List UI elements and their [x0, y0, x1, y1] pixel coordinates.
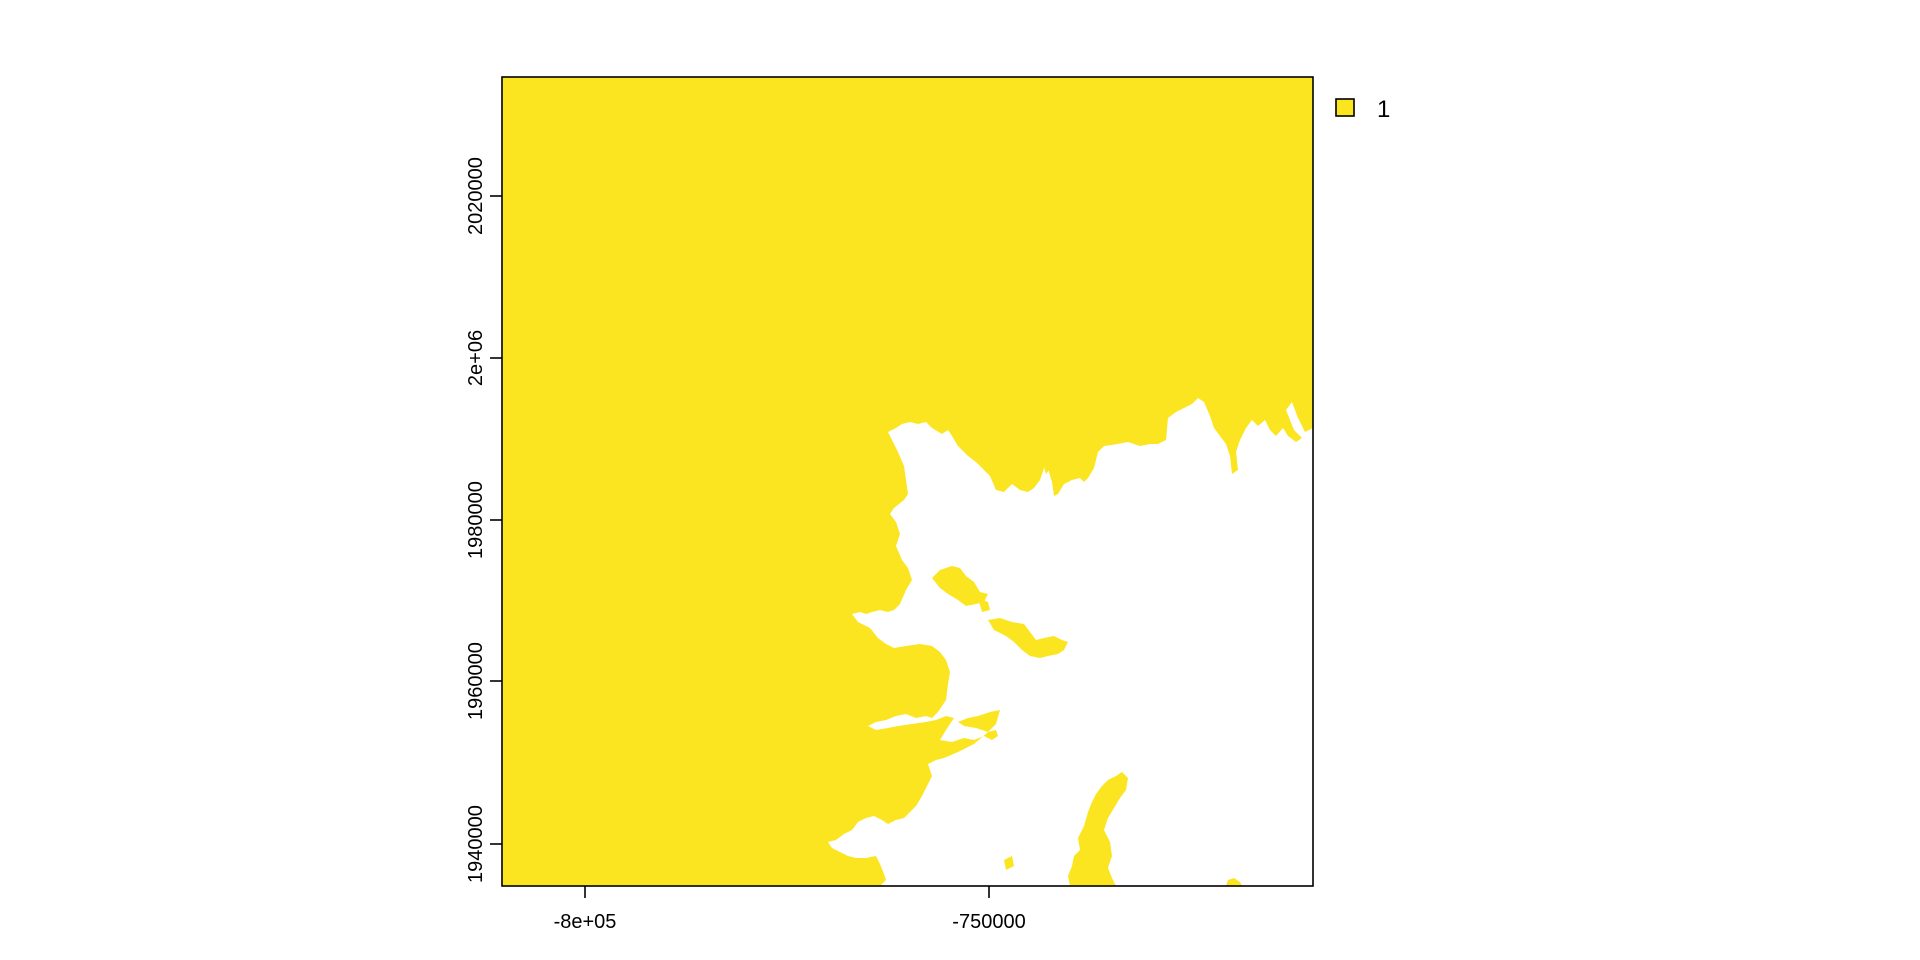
y-axis-tick-label: 1980000 — [465, 481, 487, 559]
raster-island — [932, 566, 988, 606]
legend-swatch — [1335, 98, 1355, 117]
legend: 1 — [1335, 96, 1390, 123]
y-axis-tick-label: 1960000 — [465, 642, 487, 720]
y-axis-tick-label: 1940000 — [465, 805, 487, 883]
raster-island — [1004, 856, 1014, 870]
x-axis: -8e+05 -750000 — [554, 886, 1026, 933]
legend-label: 1 — [1377, 96, 1390, 123]
raster-island — [988, 618, 1068, 658]
raster-island — [1226, 878, 1242, 886]
y-axis: 1940000 1960000 1980000 2e+06 2020000 — [465, 157, 502, 883]
y-axis-tick-label: 2020000 — [465, 157, 487, 235]
x-axis-tick-label: -750000 — [952, 911, 1025, 933]
raster-fill-value-1 — [502, 77, 1313, 886]
plot-frame — [501, 76, 1314, 887]
y-axis-tick-label: 2e+06 — [465, 330, 487, 386]
x-axis-tick-label: -8e+05 — [554, 911, 617, 933]
raster-island — [1042, 456, 1052, 474]
raster-island — [978, 598, 990, 612]
raster-island — [1068, 772, 1128, 886]
